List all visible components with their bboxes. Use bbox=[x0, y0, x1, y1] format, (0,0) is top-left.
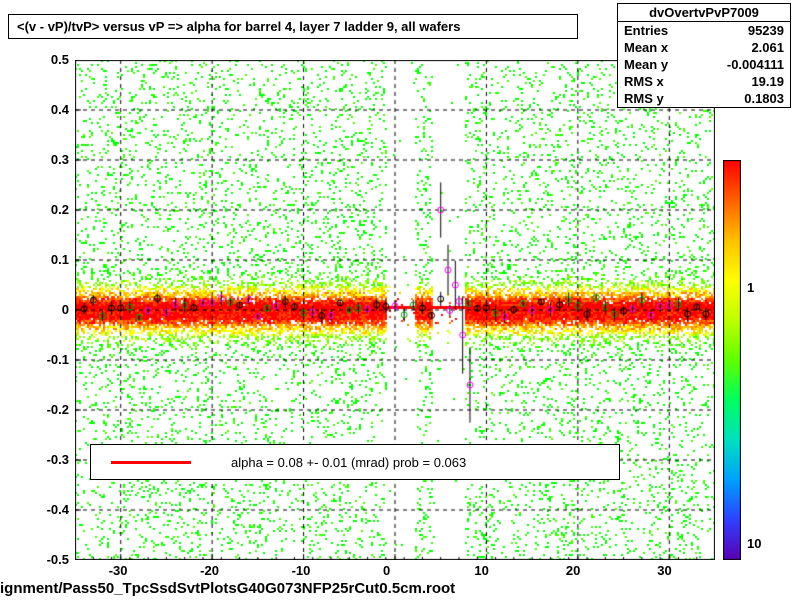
stats-label: RMS y bbox=[624, 91, 664, 106]
stats-label: Mean y bbox=[624, 57, 668, 72]
colorbar-tick-label: 1 bbox=[747, 280, 754, 295]
plot-title-box: <(v - vP)/tvP> versus vP => alpha for ba… bbox=[8, 14, 578, 39]
y-tick-label: 0 bbox=[62, 302, 69, 317]
x-tick-label: 30 bbox=[657, 563, 671, 578]
stats-box: dvOvertvPvP7009 Entries95239Mean x2.061M… bbox=[617, 3, 791, 108]
stats-row: Mean y -0.004111 bbox=[618, 56, 790, 73]
y-tick-label: -0.2 bbox=[47, 402, 69, 417]
y-tick-label: -0.1 bbox=[47, 352, 69, 367]
stats-label: Mean x bbox=[624, 40, 668, 55]
y-tick-label: -0.5 bbox=[47, 552, 69, 567]
stats-label: RMS x bbox=[624, 74, 664, 89]
y-tick-label: 0.1 bbox=[51, 252, 69, 267]
legend-box: alpha = 0.08 +- 0.01 (mrad) prob = 0.063 bbox=[90, 444, 620, 480]
stats-value: 19.19 bbox=[751, 74, 784, 89]
x-tick-label: -20 bbox=[200, 563, 219, 578]
y-tick-label: -0.3 bbox=[47, 452, 69, 467]
x-tick-label: -10 bbox=[292, 563, 311, 578]
stats-value: 95239 bbox=[748, 23, 784, 38]
stats-row: Entries 95239 bbox=[618, 22, 790, 39]
plot-title-text: <(v - vP)/tvP> versus vP => alpha for ba… bbox=[17, 19, 460, 34]
stats-value: -0.004111 bbox=[727, 57, 784, 72]
stats-title: dvOvertvPvP7009 bbox=[618, 4, 790, 22]
x-tick-label: 10 bbox=[474, 563, 488, 578]
x-tick-label: 20 bbox=[566, 563, 580, 578]
y-tick-label: 0.3 bbox=[51, 152, 69, 167]
y-tick-label: 0.4 bbox=[51, 102, 69, 117]
stats-label: Entries bbox=[624, 23, 668, 38]
legend-text: alpha = 0.08 +- 0.01 (mrad) prob = 0.063 bbox=[231, 455, 466, 470]
stats-value: 2.061 bbox=[751, 40, 784, 55]
y-tick-label: -0.4 bbox=[47, 502, 69, 517]
x-tick-label: -30 bbox=[109, 563, 128, 578]
colorbar-tick-label: 10 bbox=[747, 536, 761, 551]
root-canvas: <(v - vP)/tvP> versus vP => alpha for ba… bbox=[0, 0, 794, 601]
footer-filepath: ignment/Pass50_TpcSsdSvtPlotsG40G073NFP2… bbox=[0, 580, 455, 597]
stats-row: RMS y 0.1803 bbox=[618, 90, 790, 107]
stats-value: 0.1803 bbox=[744, 91, 784, 106]
legend-fit-line-sample bbox=[111, 461, 191, 464]
y-tick-label: 0.2 bbox=[51, 202, 69, 217]
colorbar bbox=[723, 160, 741, 560]
plot-area bbox=[75, 60, 715, 560]
x-tick-label: 0 bbox=[383, 563, 390, 578]
stats-row: RMS x 19.19 bbox=[618, 73, 790, 90]
stats-row: Mean x 2.061 bbox=[618, 39, 790, 56]
y-tick-label: 0.5 bbox=[51, 52, 69, 67]
